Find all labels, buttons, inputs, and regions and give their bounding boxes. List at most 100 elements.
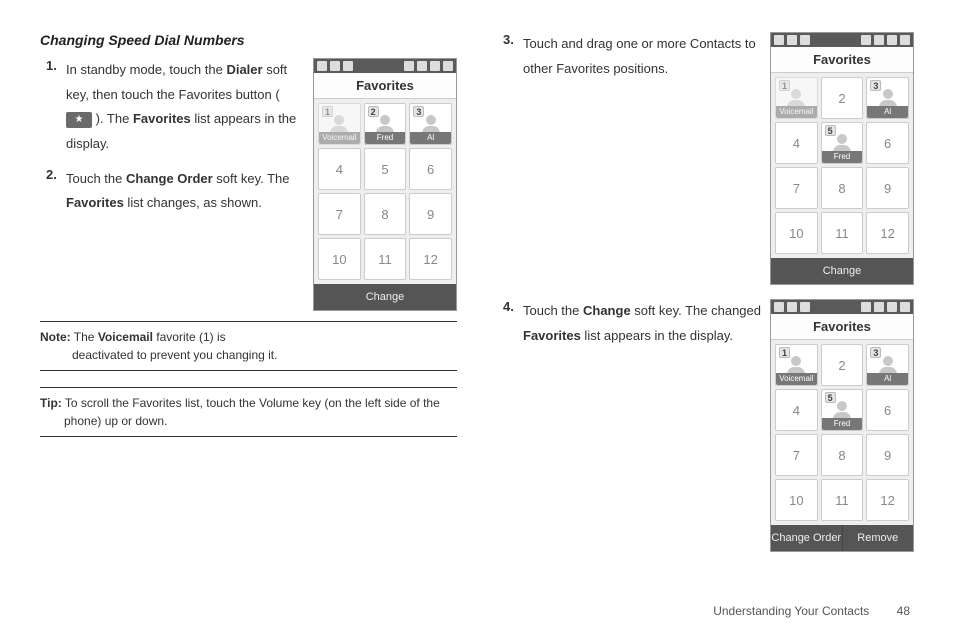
step-body: Touch the Change Order soft key. The Fav… [66, 167, 305, 216]
status-icon [800, 302, 810, 312]
contact-label: Voicemail [776, 373, 817, 385]
favorite-empty-cell[interactable]: 12 [866, 479, 909, 521]
note-bold: Voicemail [98, 330, 153, 344]
step-body: Touch and drag one or more Contacts to o… [523, 32, 762, 285]
status-icon [887, 35, 897, 45]
favorite-empty-cell[interactable]: 11 [364, 238, 407, 280]
favorite-empty-cell[interactable]: 11 [821, 212, 864, 254]
status-icon [861, 35, 871, 45]
favorite-empty-cell[interactable]: 9 [866, 434, 909, 476]
favorite-empty-cell[interactable]: 4 [775, 122, 818, 164]
favorite-empty-cell[interactable]: 10 [775, 479, 818, 521]
favorite-empty-cell[interactable]: 8 [821, 167, 864, 209]
favorite-empty-cell[interactable]: 4 [318, 148, 361, 190]
status-icon [874, 35, 884, 45]
favorite-empty-cell[interactable]: 12 [409, 238, 452, 280]
phone-screenshot-b: Favorites 1Voicemail23Al 45 Fred 6 7 8 9 10 11 12 C… [770, 32, 914, 285]
step-number: 1. [40, 58, 66, 157]
favorite-contact-cell[interactable]: 1Voicemail [775, 344, 818, 386]
favorite-empty-cell[interactable]: 8 [364, 193, 407, 235]
favorite-contact-cell[interactable]: 2Fred [364, 103, 407, 145]
favorite-empty-cell[interactable]: 6 [409, 148, 452, 190]
cell-number: 7 [793, 448, 800, 463]
contact-label: Voicemail [776, 106, 817, 118]
favorite-empty-cell[interactable]: 8 [821, 434, 864, 476]
step-number: 4. [497, 299, 523, 552]
step-body: In standby mode, touch the Dialer soft k… [66, 58, 305, 157]
status-icon [800, 35, 810, 45]
favorite-empty-cell[interactable]: 12 [866, 212, 909, 254]
softkey-button[interactable]: Change Order [771, 525, 843, 551]
cell-number: 11 [835, 493, 849, 508]
cell-number: 9 [884, 448, 891, 463]
note-text-1b: favorite (1) is [153, 330, 226, 344]
cell-number: 8 [838, 448, 845, 463]
favorite-empty-cell[interactable]: 6 [866, 389, 909, 431]
status-icon [787, 35, 797, 45]
bold-text: Change Order [126, 171, 213, 186]
phone-statusbar [771, 300, 913, 314]
favorite-empty-cell[interactable]: 7 [318, 193, 361, 235]
step-item: 2.Touch the Change Order soft key. The F… [40, 167, 305, 216]
cell-number: 6 [427, 162, 434, 177]
phone-softkey-bar: Change [771, 258, 913, 284]
cell-number: 7 [336, 207, 343, 222]
phone-title: Favorites [771, 314, 913, 340]
favorite-empty-cell[interactable]: 9 [866, 167, 909, 209]
status-icon [874, 302, 884, 312]
phone-title: Favorites [771, 47, 913, 73]
tip-text-2: phone) up or down. [40, 412, 457, 430]
cell-badge: 5 [825, 125, 836, 136]
favorite-empty-cell[interactable]: 5 [364, 148, 407, 190]
favorite-contact-cell[interactable]: 3Al [409, 103, 452, 145]
bold-text: Favorites [66, 195, 124, 210]
note-block: Note: The Voicemail favorite (1) is deac… [40, 321, 457, 371]
contact-label: Voicemail [319, 132, 360, 144]
favorite-empty-cell[interactable]: 10 [775, 212, 818, 254]
softkey-button[interactable]: Remove [843, 525, 914, 551]
cell-number: 12 [880, 493, 894, 508]
cell-badge: 3 [870, 80, 881, 91]
status-icon [443, 61, 453, 71]
cell-number: 12 [423, 252, 437, 267]
favorite-empty-cell[interactable]: 10 [318, 238, 361, 280]
favorite-empty-cell[interactable]: 7 [775, 434, 818, 476]
favorite-contact-cell[interactable]: 3Al [866, 344, 909, 386]
cell-number: 2 [838, 358, 845, 373]
favorite-contact-cell[interactable]: 5 Fred [821, 122, 864, 164]
section-heading: Changing Speed Dial Numbers [40, 32, 457, 48]
contact-label: Fred [822, 151, 863, 163]
favorite-empty-cell[interactable]: 2 [821, 344, 864, 386]
bold-text: Change [583, 303, 631, 318]
favorite-empty-cell[interactable]: 9 [409, 193, 452, 235]
status-icon [417, 61, 427, 71]
favorite-empty-cell[interactable]: 11 [821, 479, 864, 521]
favorite-contact-cell[interactable]: 1Voicemail [318, 103, 361, 145]
note-text-2: deactivated to prevent you changing it. [40, 346, 457, 364]
cell-number: 11 [835, 226, 849, 241]
favorite-empty-cell[interactable]: 4 [775, 389, 818, 431]
favorite-contact-cell[interactable]: 3Al [866, 77, 909, 119]
status-icon [774, 302, 784, 312]
contact-label: Al [867, 373, 908, 385]
favorite-empty-cell[interactable]: 2 [821, 77, 864, 119]
favorite-contact-cell[interactable]: 1Voicemail [775, 77, 818, 119]
phone-softkey-bar: Change OrderRemove [771, 525, 913, 551]
cell-number: 6 [884, 136, 891, 151]
cell-number: 9 [884, 181, 891, 196]
favorite-empty-cell[interactable]: 6 [866, 122, 909, 164]
cell-number: 10 [789, 226, 803, 241]
cell-number: 8 [838, 181, 845, 196]
bold-text: Dialer [226, 62, 262, 77]
status-icon [861, 302, 871, 312]
page-footer: Understanding Your Contacts 48 [713, 604, 910, 618]
tip-block: Tip: To scroll the Favorites list, touch… [40, 387, 457, 437]
contact-label: Al [410, 132, 451, 144]
favorite-contact-cell[interactable]: 5Fred [821, 389, 864, 431]
softkey-button[interactable]: Change [314, 284, 456, 310]
softkey-button[interactable]: Change [771, 258, 913, 284]
cell-number: 8 [381, 207, 388, 222]
phone-softkey-bar: Change [314, 284, 456, 310]
cell-number: 9 [427, 207, 434, 222]
favorite-empty-cell[interactable]: 7 [775, 167, 818, 209]
